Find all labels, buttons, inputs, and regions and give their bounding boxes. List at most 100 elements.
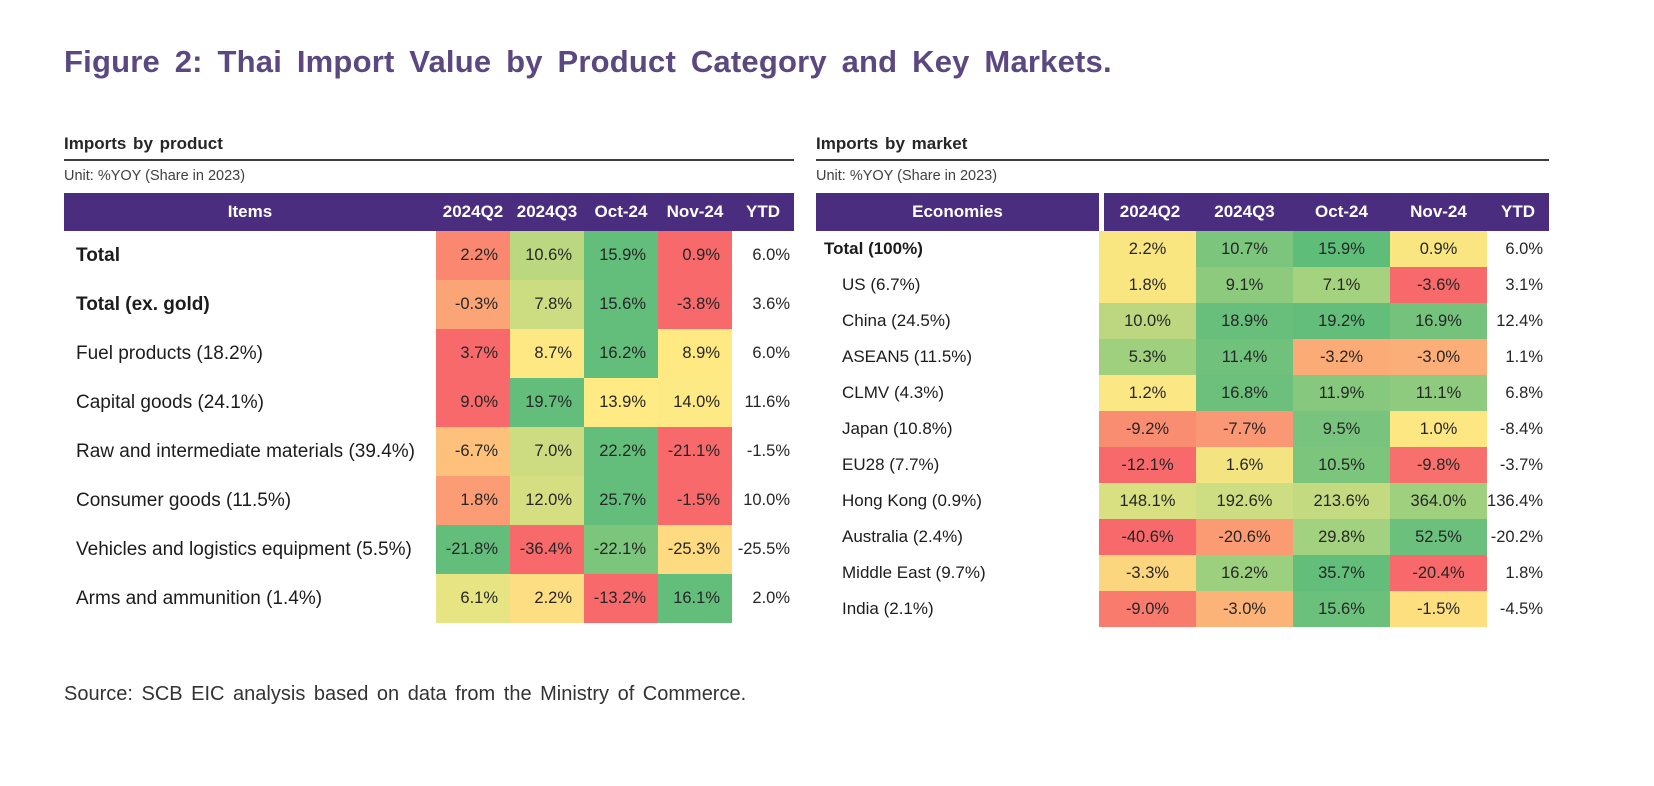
row-label-asean5-11-5: ASEAN5 (11.5%) xyxy=(816,339,1099,375)
heatmap-cell-india-2-1-2024q3: -3.0% xyxy=(1196,591,1293,627)
ytd-cell-japan-10-8: -8.4% xyxy=(1487,411,1549,447)
product-section-title: Imports by product xyxy=(64,134,223,153)
market-heatmap-table: Economies 2024Q2 2024Q3 Oct-24 Nov-24 YTD Tota… xyxy=(816,193,1549,627)
heatmap-cell-fuel-products-18-2-nov-24: 8.9% xyxy=(658,329,732,378)
ytd-cell-total-100: 6.0% xyxy=(1487,231,1549,267)
heatmap-cell-eu28-7-7-2024q2: -12.1% xyxy=(1099,447,1196,483)
market-section-title: Imports by market xyxy=(816,134,968,153)
heatmap-cell-consumer-goods-11-5-oct-24: 25.7% xyxy=(584,476,658,525)
heatmap-cell-middle-east-9-7-nov-24: -20.4% xyxy=(1390,555,1487,591)
ytd-cell-total: 6.0% xyxy=(732,231,794,280)
ytd-cell-us-6-7: 3.1% xyxy=(1487,267,1549,303)
ytd-cell-arms-and-ammunition-1-4: 2.0% xyxy=(732,574,794,623)
heatmap-cell-clmv-4-3-nov-24: 11.1% xyxy=(1390,375,1487,411)
column-header-2024q3: 2024Q3 xyxy=(510,193,584,231)
row-label-vehicles-and-logistics-equipment-5-5: Vehicles and logistics equipment (5.5%) xyxy=(64,525,436,574)
row-label-capital-goods-24-1: Capital goods (24.1%) xyxy=(64,378,436,427)
ytd-cell-capital-goods-24-1: 11.6% xyxy=(732,378,794,427)
heatmap-cell-asean5-11-5-2024q2: 5.3% xyxy=(1099,339,1196,375)
row-label-india-2-1: India (2.1%) xyxy=(816,591,1099,627)
heatmap-cell-us-6-7-nov-24: -3.6% xyxy=(1390,267,1487,303)
heatmap-cell-arms-and-ammunition-1-4-oct-24: -13.2% xyxy=(584,574,658,623)
heatmap-cell-total-100-2024q3: 10.7% xyxy=(1196,231,1293,267)
row-label-clmv-4-3: CLMV (4.3%) xyxy=(816,375,1099,411)
heatmap-cell-raw-and-intermediate-materials-39-4-nov-24: -21.1% xyxy=(658,427,732,476)
heatmap-cell-india-2-1-2024q2: -9.0% xyxy=(1099,591,1196,627)
column-header-nov-24: Nov-24 xyxy=(1390,193,1487,231)
heatmap-cell-clmv-4-3-2024q2: 1.2% xyxy=(1099,375,1196,411)
row-label-total-100: Total (100%) xyxy=(816,231,1099,267)
heatmap-cell-arms-and-ammunition-1-4-2024q3: 2.2% xyxy=(510,574,584,623)
heatmap-cell-vehicles-and-logistics-equipment-5-5-2024q3: -36.4% xyxy=(510,525,584,574)
heatmap-cell-consumer-goods-11-5-nov-24: -1.5% xyxy=(658,476,732,525)
heatmap-cell-hong-kong-0-9-nov-24: 364.0% xyxy=(1390,483,1487,519)
heatmap-cell-fuel-products-18-2-oct-24: 16.2% xyxy=(584,329,658,378)
ytd-cell-eu28-7-7: -3.7% xyxy=(1487,447,1549,483)
row-label-raw-and-intermediate-materials-39-4: Raw and intermediate materials (39.4%) xyxy=(64,427,436,476)
heatmap-cell-capital-goods-24-1-2024q3: 19.7% xyxy=(510,378,584,427)
ytd-cell-vehicles-and-logistics-equipment-5-5: -25.5% xyxy=(732,525,794,574)
imports-by-product-panel: Imports by product Unit: %YOY (Share in … xyxy=(64,134,794,623)
row-label-eu28-7-7: EU28 (7.7%) xyxy=(816,447,1099,483)
heatmap-cell-clmv-4-3-2024q3: 16.8% xyxy=(1196,375,1293,411)
ytd-cell-consumer-goods-11-5: 10.0% xyxy=(732,476,794,525)
imports-by-market-panel: Imports by market Unit: %YOY (Share in 2… xyxy=(816,134,1549,627)
ytd-cell-china-24-5: 12.4% xyxy=(1487,303,1549,339)
heatmap-cell-hong-kong-0-9-2024q3: 192.6% xyxy=(1196,483,1293,519)
heatmap-cell-australia-2-4-2024q3: -20.6% xyxy=(1196,519,1293,555)
heatmap-cell-fuel-products-18-2-2024q2: 3.7% xyxy=(436,329,510,378)
heatmap-cell-us-6-7-oct-24: 7.1% xyxy=(1293,267,1390,303)
column-header-oct-24: Oct-24 xyxy=(584,193,658,231)
ytd-cell-fuel-products-18-2: 6.0% xyxy=(732,329,794,378)
column-header-2024q2: 2024Q2 xyxy=(1099,193,1196,231)
heatmap-cell-total-2024q3: 10.6% xyxy=(510,231,584,280)
column-header-ytd: YTD xyxy=(732,193,794,231)
heatmap-cell-asean5-11-5-oct-24: -3.2% xyxy=(1293,339,1390,375)
heatmap-cell-total-ex-gold-nov-24: -3.8% xyxy=(658,280,732,329)
heatmap-cell-china-24-5-nov-24: 16.9% xyxy=(1390,303,1487,339)
column-header-2024q2: 2024Q2 xyxy=(436,193,510,231)
row-label-fuel-products-18-2: Fuel products (18.2%) xyxy=(64,329,436,378)
heatmap-cell-total-ex-gold-2024q3: 7.8% xyxy=(510,280,584,329)
market-section-rule xyxy=(816,159,1549,161)
figure-title: Figure 2: Thai Import Value by Product C… xyxy=(64,44,1112,79)
heatmap-cell-total-100-oct-24: 15.9% xyxy=(1293,231,1390,267)
heatmap-cell-middle-east-9-7-2024q2: -3.3% xyxy=(1099,555,1196,591)
row-label-total-ex-gold: Total (ex. gold) xyxy=(64,280,436,329)
product-unit-label: Unit: %YOY (Share in 2023) xyxy=(64,168,246,184)
heatmap-cell-hong-kong-0-9-2024q2: 148.1% xyxy=(1099,483,1196,519)
heatmap-cell-asean5-11-5-2024q3: 11.4% xyxy=(1196,339,1293,375)
market-unit-label: Unit: %YOY (Share in 2023) xyxy=(816,168,998,184)
heatmap-cell-australia-2-4-oct-24: 29.8% xyxy=(1293,519,1390,555)
heatmap-cell-china-24-5-2024q3: 18.9% xyxy=(1196,303,1293,339)
heatmap-cell-australia-2-4-2024q2: -40.6% xyxy=(1099,519,1196,555)
heatmap-cell-clmv-4-3-oct-24: 11.9% xyxy=(1293,375,1390,411)
heatmap-cell-fuel-products-18-2-2024q3: 8.7% xyxy=(510,329,584,378)
ytd-cell-hong-kong-0-9: 136.4% xyxy=(1487,483,1549,519)
column-header-economies: Economies xyxy=(816,193,1099,231)
ytd-cell-clmv-4-3: 6.8% xyxy=(1487,375,1549,411)
heatmap-cell-eu28-7-7-nov-24: -9.8% xyxy=(1390,447,1487,483)
heatmap-cell-capital-goods-24-1-2024q2: 9.0% xyxy=(436,378,510,427)
ytd-cell-australia-2-4: -20.2% xyxy=(1487,519,1549,555)
row-label-hong-kong-0-9: Hong Kong (0.9%) xyxy=(816,483,1099,519)
product-heatmap-table: Items 2024Q2 2024Q3 Oct-24 Nov-24 YTD Total 2.2… xyxy=(64,193,794,623)
heatmap-cell-total-nov-24: 0.9% xyxy=(658,231,732,280)
heatmap-cell-middle-east-9-7-oct-24: 35.7% xyxy=(1293,555,1390,591)
heatmap-cell-japan-10-8-nov-24: 1.0% xyxy=(1390,411,1487,447)
ytd-cell-asean5-11-5: 1.1% xyxy=(1487,339,1549,375)
heatmap-cell-eu28-7-7-oct-24: 10.5% xyxy=(1293,447,1390,483)
heatmap-cell-us-6-7-2024q2: 1.8% xyxy=(1099,267,1196,303)
row-label-japan-10-8: Japan (10.8%) xyxy=(816,411,1099,447)
heatmap-cell-india-2-1-nov-24: -1.5% xyxy=(1390,591,1487,627)
heatmap-cell-arms-and-ammunition-1-4-2024q2: 6.1% xyxy=(436,574,510,623)
ytd-cell-raw-and-intermediate-materials-39-4: -1.5% xyxy=(732,427,794,476)
heatmap-cell-vehicles-and-logistics-equipment-5-5-oct-24: -22.1% xyxy=(584,525,658,574)
heatmap-cell-asean5-11-5-nov-24: -3.0% xyxy=(1390,339,1487,375)
heatmap-cell-raw-and-intermediate-materials-39-4-2024q2: -6.7% xyxy=(436,427,510,476)
row-label-consumer-goods-11-5: Consumer goods (11.5%) xyxy=(64,476,436,525)
heatmap-cell-capital-goods-24-1-nov-24: 14.0% xyxy=(658,378,732,427)
heatmap-cell-total-ex-gold-oct-24: 15.6% xyxy=(584,280,658,329)
heatmap-cell-consumer-goods-11-5-2024q2: 1.8% xyxy=(436,476,510,525)
